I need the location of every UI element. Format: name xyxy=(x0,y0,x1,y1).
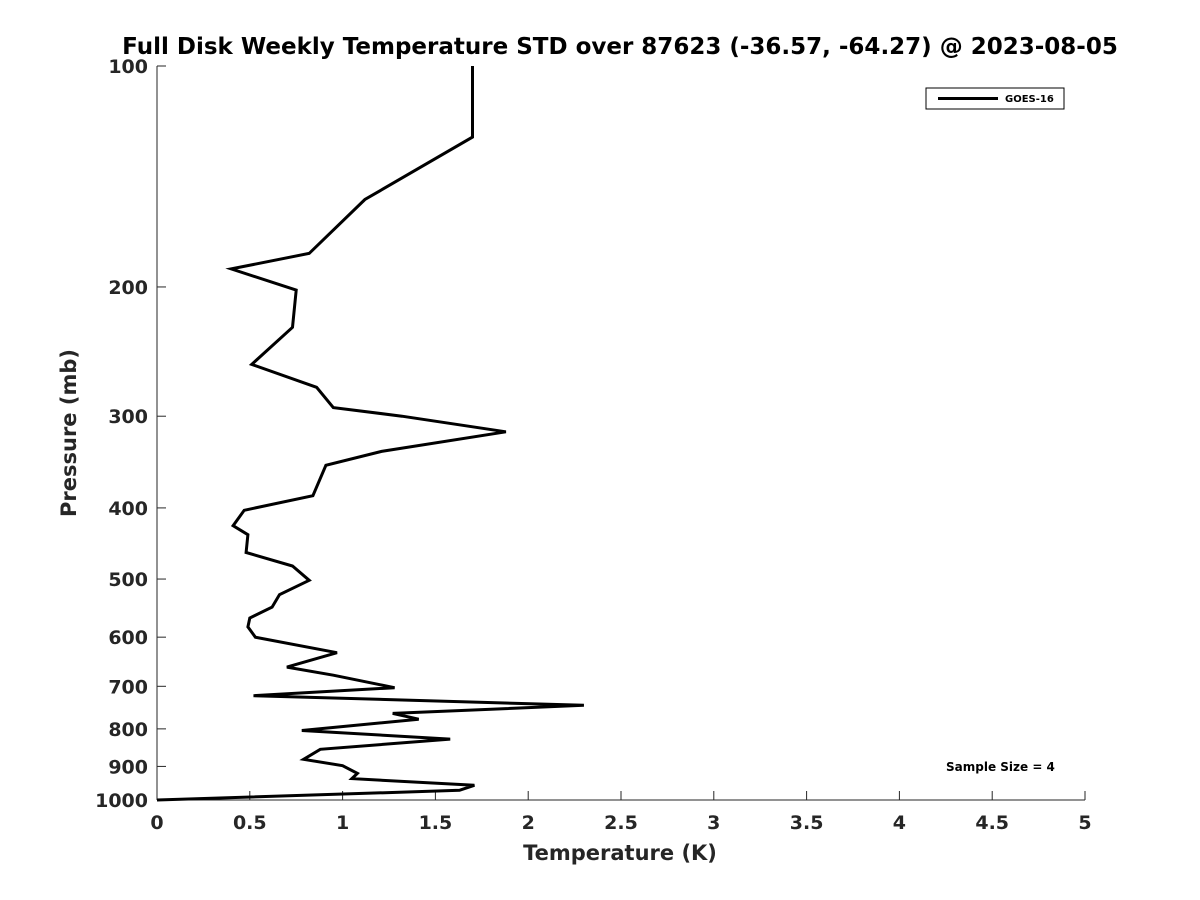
legend: GOES-16 xyxy=(925,87,1065,110)
chart-title: Full Disk Weekly Temperature STD over 87… xyxy=(122,34,1118,60)
x-tick-label: 3.5 xyxy=(790,812,824,834)
x-tick-label: 1 xyxy=(336,812,349,834)
legend-entry-goes-16: GOES-16 xyxy=(1005,94,1054,105)
x-tick-label: 0 xyxy=(150,812,163,834)
sample-size-annotation: Sample Size = 4 xyxy=(946,760,1055,774)
y-tick-label: 600 xyxy=(108,627,148,649)
x-tick-label: 4 xyxy=(893,812,906,834)
plot-area xyxy=(156,66,584,802)
x-tick-label: 2 xyxy=(522,812,535,834)
x-tick-label: 0.5 xyxy=(233,812,267,834)
y-tick-label: 800 xyxy=(108,719,148,741)
y-tick-label: 100 xyxy=(108,56,148,78)
x-tick-label: 4.5 xyxy=(975,812,1009,834)
y-tick-label: 900 xyxy=(108,756,148,778)
x-tick-label: 1.5 xyxy=(419,812,453,834)
series-line-goes-16 xyxy=(156,66,584,802)
y-tick-label: 200 xyxy=(108,277,148,299)
y-tick-label: 1000 xyxy=(95,790,148,812)
y-tick-label: 500 xyxy=(108,569,148,591)
y-tick-label: 300 xyxy=(108,406,148,428)
x-tick-label: 2.5 xyxy=(604,812,638,834)
x-tick-label: 3 xyxy=(707,812,720,834)
axes: 0 0.5 1 1.5 2 2.5 3 3.5 4 4.5 5 100 200 300 400 500 600 7… xyxy=(95,56,1092,834)
y-axis-label: Pressure (mb) xyxy=(57,349,81,517)
x-tick-label: 5 xyxy=(1078,812,1091,834)
x-axis-label: Temperature (K) xyxy=(523,841,717,865)
y-tick-label: 400 xyxy=(108,498,148,520)
y-tick-label: 700 xyxy=(108,676,148,698)
